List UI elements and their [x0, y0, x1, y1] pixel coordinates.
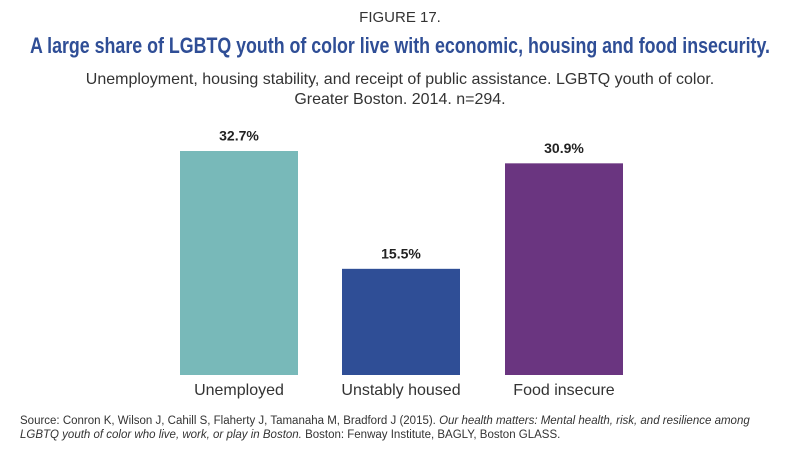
source-prefix: Source: Conron K, Wilson J, Cahill S, Fl…: [20, 415, 440, 427]
bar: [180, 151, 298, 375]
value-label: 30.9%: [544, 140, 584, 156]
bar: [342, 268, 460, 375]
value-label: 15.5%: [381, 246, 421, 262]
chart-title: A large share of LGBTQ youth of color li…: [30, 33, 770, 58]
chart-subtitle: Unemployment, housing stability, and rec…: [85, 71, 715, 108]
x-tick-label: Unemployed: [194, 382, 284, 399]
x-tick-label: Food insecure: [513, 382, 614, 399]
x-tick-label: Unstably housed: [341, 382, 460, 399]
source-note: Source: Conron K, Wilson J, Cahill S, Fl…: [20, 414, 790, 442]
source-work: Our health matters: Mental health, risk,…: [20, 415, 750, 441]
figure-label: FIGURE 17.: [359, 9, 441, 26]
source-suffix: Boston: Fenway Institute, BAGLY, Boston …: [301, 429, 561, 441]
bar: [505, 163, 623, 375]
value-label: 32.7%: [219, 128, 259, 144]
